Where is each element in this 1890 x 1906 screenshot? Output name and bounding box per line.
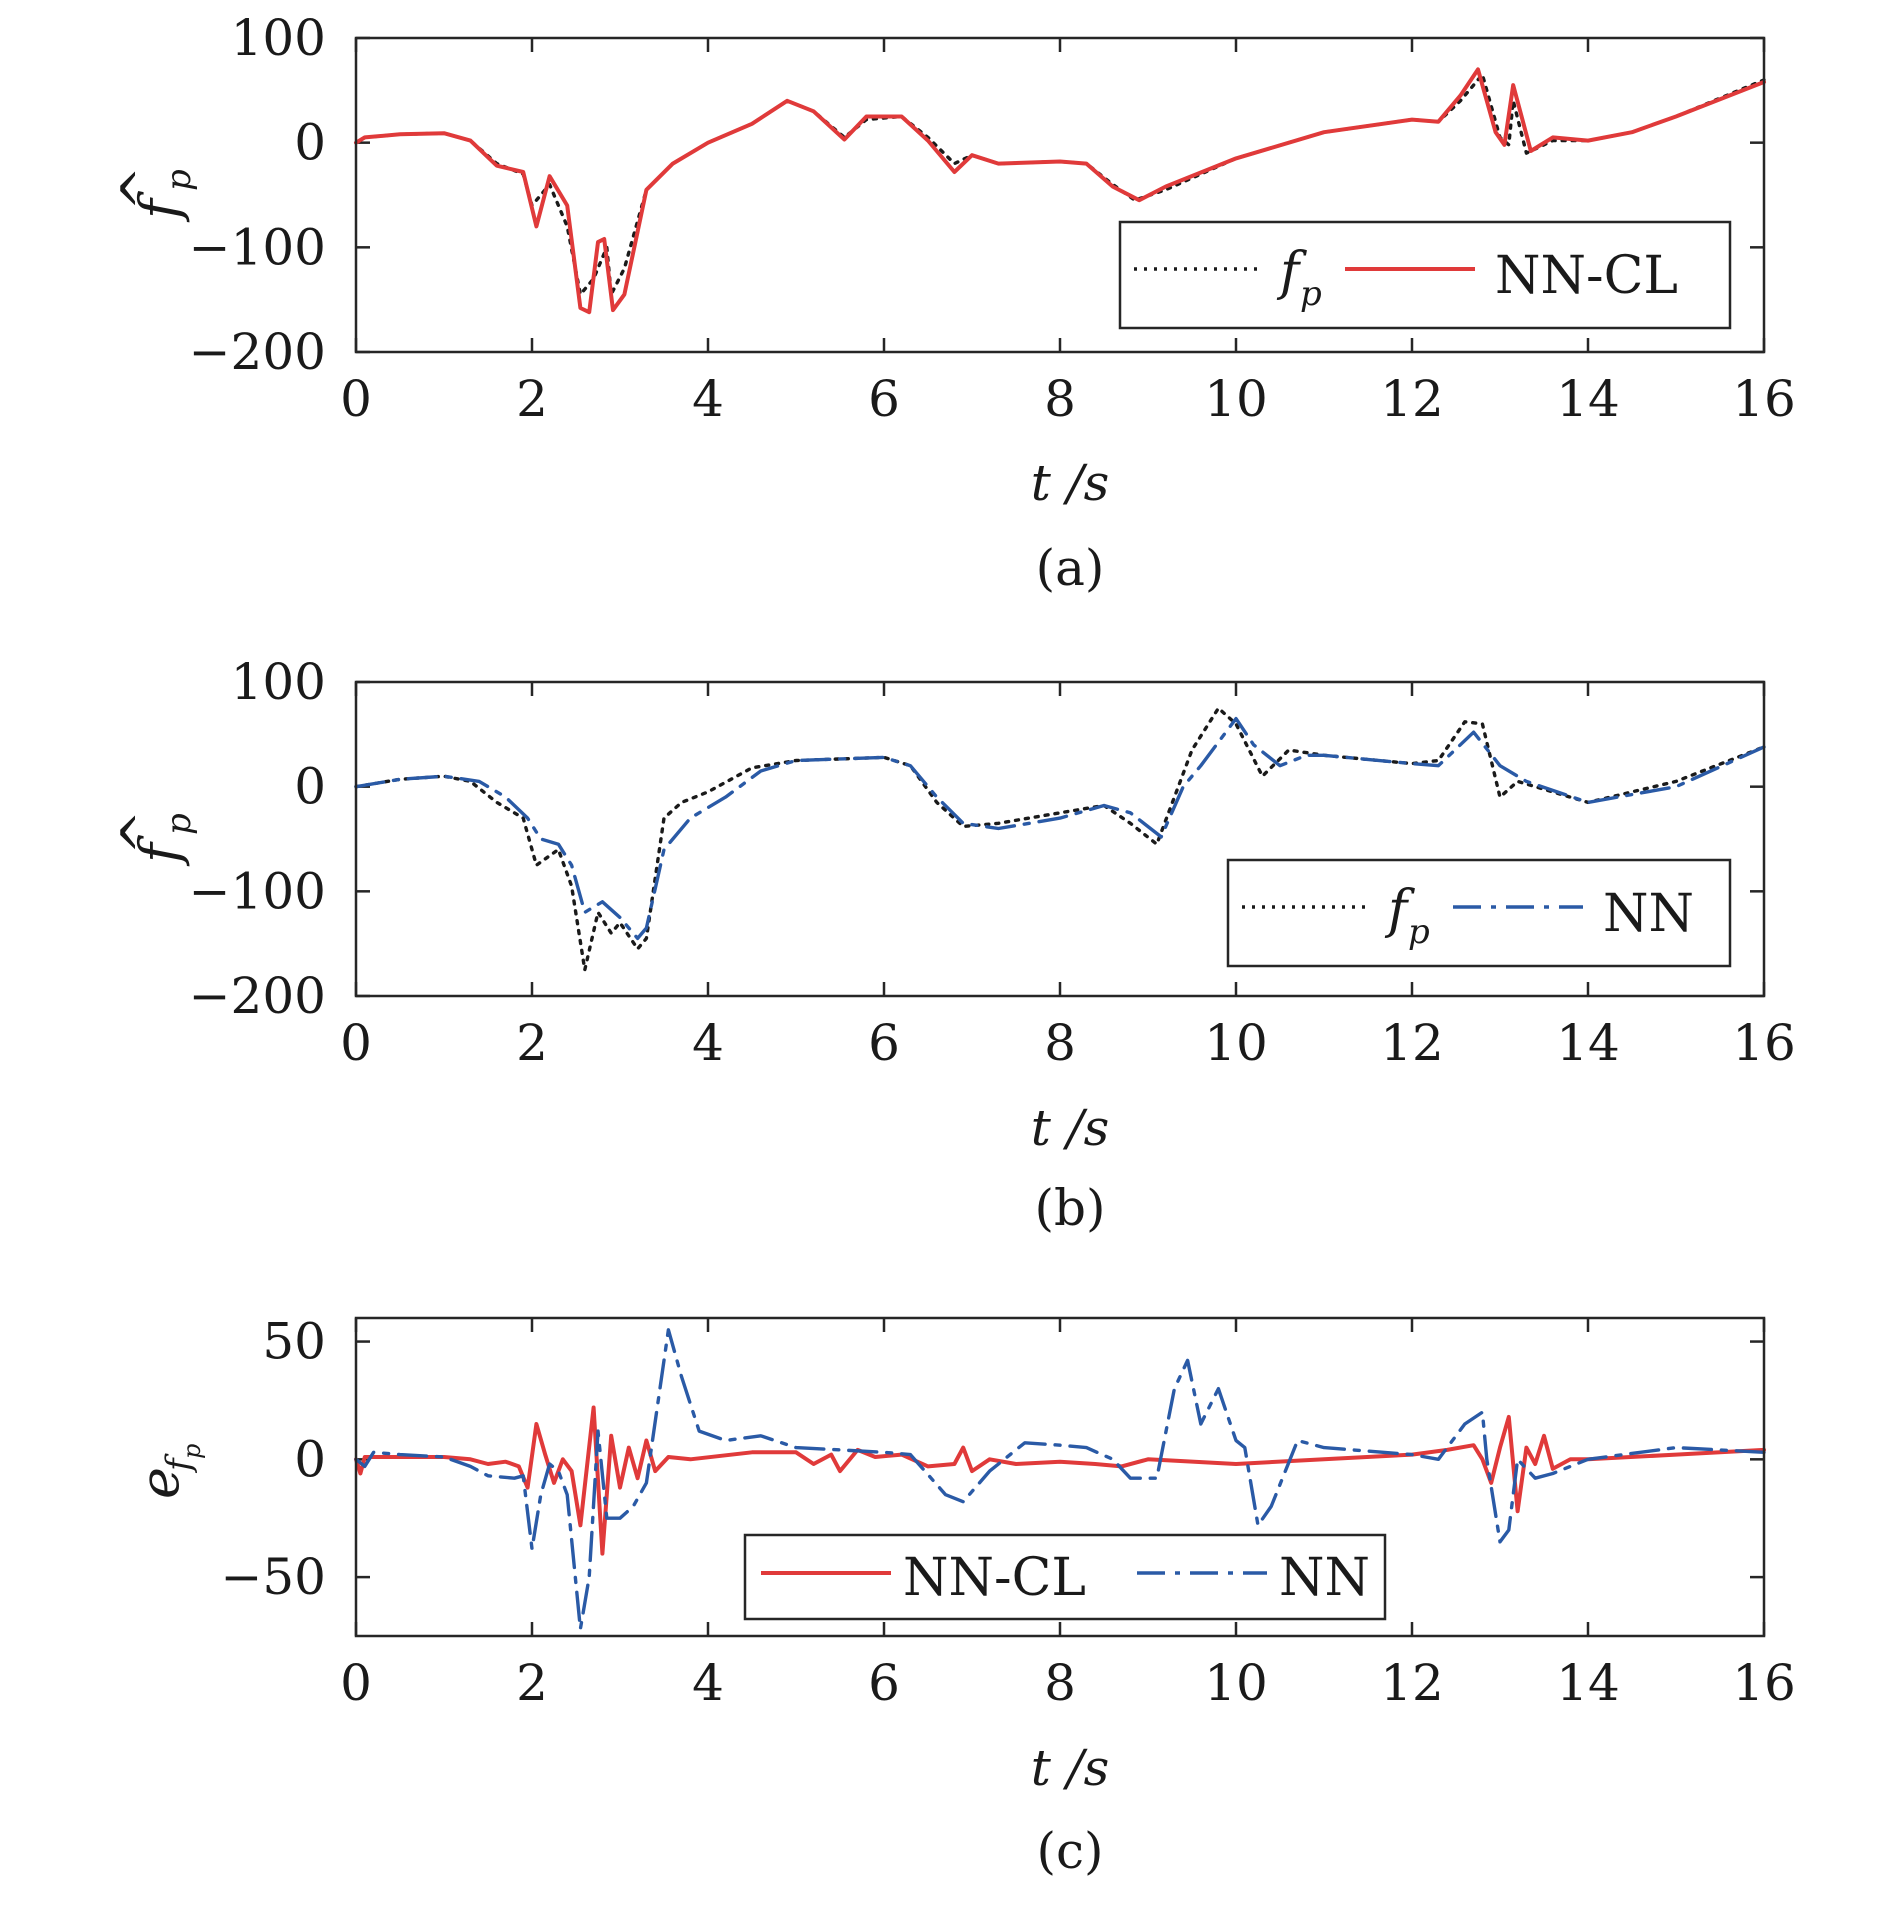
panel-a-ticks: 0 2 4 6 8 10 12 14 16 100 0 −100 −200 (189, 9, 1796, 428)
panel-c-xtick-label-4: 8 (1044, 1654, 1076, 1712)
panel-b-caption: (b) (1034, 1179, 1105, 1237)
panel-b-xtick-label-3: 6 (868, 1014, 900, 1072)
panel-b-legend-box (1226, 858, 1732, 968)
panel-c-xtick-label-3: 6 (868, 1654, 900, 1712)
panel-a-xtick-label-8: 16 (1732, 370, 1796, 428)
panel-a-caption: (a) (1036, 539, 1105, 597)
panel-c-xlabel: t /s (1031, 1739, 1110, 1797)
panel-a-legend-label-fp-sub: p (1300, 274, 1322, 314)
panel-a-legend-box (1118, 220, 1732, 330)
panel-c-xtick-label-0: 0 (340, 1654, 372, 1712)
panel-a-ytick-label-0: 100 (231, 9, 326, 67)
panel-c-xtick-label-8: 16 (1732, 1654, 1796, 1712)
panel-b-xtick-label-2: 4 (692, 1014, 724, 1072)
panel-c-frame (354, 1316, 1766, 1638)
panel-b-xtick-label-5: 10 (1204, 1014, 1268, 1072)
panel-c-xtick-label-7: 14 (1556, 1654, 1620, 1712)
panel-a-frame (354, 36, 1766, 354)
panel-a: 0 2 4 6 8 10 12 14 16 100 0 −100 −200 f ^ p t /s (a)… (110, 9, 1796, 597)
panel-b-frame (354, 680, 1766, 998)
panel-c-xtick-label-6: 12 (1380, 1654, 1444, 1712)
panel-c-ylabel-e: e (128, 1467, 191, 1499)
panel-b-legend-label-fp-sub: p (1408, 912, 1430, 952)
panel-a-series-nncl (354, 67, 1766, 315)
panel-b-ytick-label-2: −100 (189, 862, 326, 920)
panel-c-xtick-label-2: 4 (692, 1654, 724, 1712)
panel-a-legend: f p NN-CL (1118, 220, 1732, 330)
panel-c-legend: NN-CL NN (743, 1533, 1387, 1621)
panel-b-ytick-label-1: 0 (294, 758, 326, 816)
panel-a-xtick-label-4: 8 (1044, 370, 1076, 428)
panel-a-xtick-label-2: 4 (692, 370, 724, 428)
panel-c-xtick-label-5: 10 (1204, 1654, 1268, 1712)
panel-c-legend-label-nncl: NN-CL (903, 1548, 1086, 1608)
panel-b-xlabel: t /s (1031, 1099, 1110, 1157)
panel-a-ylabel: f ^ p (110, 166, 199, 223)
panel-b-xtick-label-1: 2 (516, 1014, 548, 1072)
panel-b-legend: f p NN (1226, 858, 1732, 968)
panel-b-ytick-label-0: 100 (231, 653, 326, 711)
panel-a-xtick-label-0: 0 (340, 370, 372, 428)
panel-b-ytick-label-3: −200 (189, 967, 326, 1025)
panel-b-xtick-label-6: 12 (1380, 1014, 1444, 1072)
panel-b-xtick-label-0: 0 (340, 1014, 372, 1072)
panel-a-xtick-label-6: 12 (1380, 370, 1444, 428)
panel-b-legend-label-nn: NN (1603, 884, 1694, 944)
panel-a-ytick-label-1: 0 (294, 114, 326, 172)
panel-c-xtick-label-1: 2 (516, 1654, 548, 1712)
panel-b-series-nn (354, 716, 1766, 941)
panel-b-ylabel-p: p (159, 813, 199, 835)
panel-a-xlabel: t /s (1031, 454, 1110, 512)
panel-a-ytick-label-3: −200 (189, 323, 326, 381)
panel-c-series-nn (354, 1328, 1766, 1631)
panel-c-legend-label-nn: NN (1279, 1548, 1370, 1608)
panel-b-ylabel: f ^ p (110, 810, 199, 867)
panel-c-ytick-label-2: −50 (220, 1548, 326, 1606)
panel-b-series-fp (354, 706, 1766, 972)
panel-c-ylabel: e f p (128, 1444, 206, 1499)
panel-b-xtick-label-8: 16 (1732, 1014, 1796, 1072)
panel-a-xtick-label-5: 10 (1204, 370, 1268, 428)
panel-a-xtick-label-1: 2 (516, 370, 548, 428)
panel-c-series (354, 1328, 1766, 1631)
panel-c-legend-box (743, 1533, 1387, 1621)
panel-c-caption: (c) (1036, 1822, 1103, 1880)
panel-c-ylabel-p: p (178, 1444, 206, 1459)
panel-b-xtick-label-7: 14 (1556, 1014, 1620, 1072)
panel-a-xtick-label-7: 14 (1556, 370, 1620, 428)
panel-b-ylabel-hat: ^ (110, 810, 173, 855)
panel-a-legend-label-nncl: NN-CL (1495, 246, 1678, 306)
panel-b-series (354, 706, 1766, 972)
panel-b: 0 2 4 6 8 10 12 14 16 100 0 −100 −200 f ^ p t /s (b)… (110, 653, 1796, 1237)
panel-b-xtick-label-4: 8 (1044, 1014, 1076, 1072)
panel-a-ylabel-hat: ^ (110, 166, 173, 211)
panel-c-ytick-label-1: 0 (294, 1430, 326, 1488)
panel-a-ylabel-p: p (159, 169, 199, 191)
panel-c-series-nncl (354, 1405, 1766, 1556)
panel-a-xtick-label-3: 6 (868, 370, 900, 428)
panel-a-series (354, 67, 1766, 315)
panel-a-ytick-label-2: −100 (189, 218, 326, 276)
panel-c-ytick-label-0: 50 (262, 1313, 326, 1371)
panel-b-ticks: 0 2 4 6 8 10 12 14 16 100 0 −100 −200 (189, 653, 1796, 1072)
